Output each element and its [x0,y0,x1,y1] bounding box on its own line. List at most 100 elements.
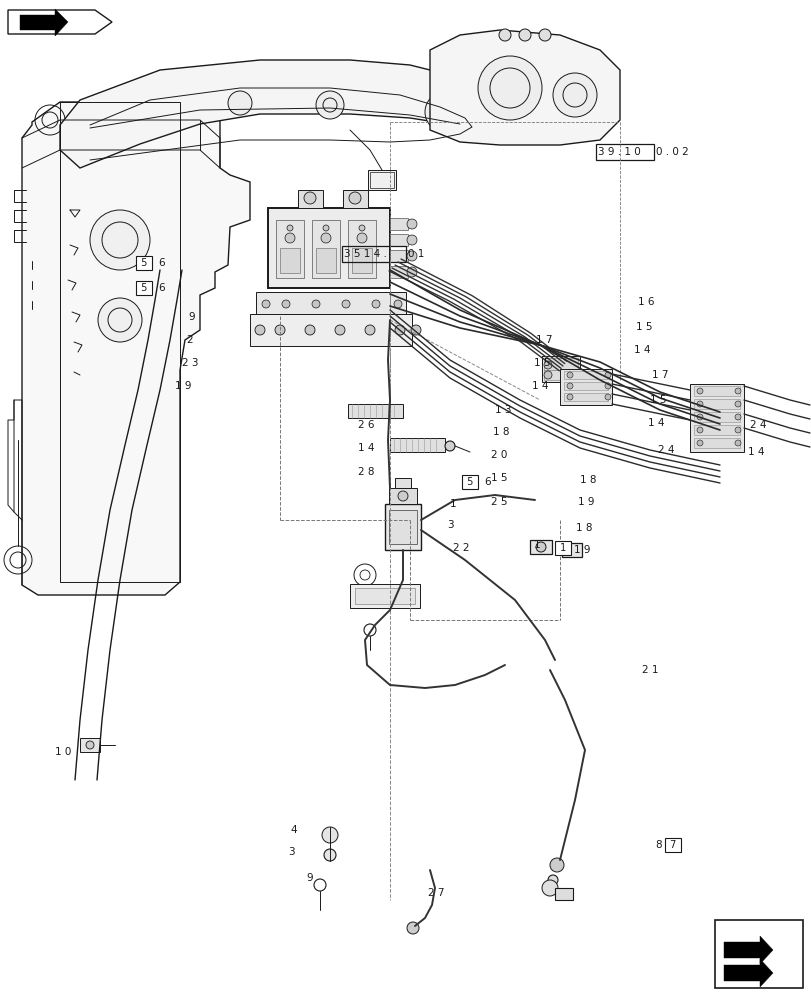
Bar [389,438,444,452]
Circle shape [406,219,417,229]
Text: 2 0: 2 0 [491,450,507,460]
Text: 6: 6 [483,477,490,487]
Circle shape [393,300,401,308]
Circle shape [696,401,702,407]
Text: 1 5: 1 5 [491,473,507,483]
Circle shape [98,298,142,342]
Text: 1 9: 1 9 [577,497,594,507]
Text: 2 6: 2 6 [358,420,374,430]
Bar [388,510,417,544]
Text: 5: 5 [463,477,476,487]
Bar [341,246,406,262]
Circle shape [335,325,345,335]
Bar [543,358,577,370]
Circle shape [406,267,417,277]
Text: 3 5 1 4 .: 3 5 1 4 . [344,249,386,259]
Text: 1 8: 1 8 [579,475,596,485]
Circle shape [303,192,315,204]
Circle shape [734,427,740,433]
Text: 2: 2 [186,335,192,345]
Circle shape [566,372,573,378]
Polygon shape [20,9,68,36]
Circle shape [696,427,702,433]
Circle shape [604,383,610,389]
Circle shape [549,858,564,872]
Bar [348,220,375,278]
Circle shape [371,300,380,308]
Circle shape [262,300,270,308]
Bar [384,504,420,550]
Text: 2 7: 2 7 [427,888,444,898]
Circle shape [518,29,530,41]
Text: 1 7: 1 7 [535,335,551,345]
Circle shape [569,371,577,379]
Bar [315,248,336,273]
Circle shape [696,440,702,446]
Text: 3 9 . 1 0: 3 9 . 1 0 [597,147,640,157]
Bar [388,488,417,504]
Circle shape [696,414,702,420]
Text: 2 8: 2 8 [358,467,374,477]
Bar [595,144,653,160]
Bar [350,584,419,608]
Text: 0 . 0 2: 0 . 0 2 [655,147,688,157]
Circle shape [543,361,551,369]
Text: 6: 6 [158,258,165,268]
Circle shape [365,325,375,335]
Text: 1 0: 1 0 [55,747,71,757]
Circle shape [734,401,740,407]
Circle shape [323,225,328,231]
Circle shape [305,325,315,335]
Circle shape [734,440,740,446]
Bar [342,190,367,208]
Bar [714,920,802,988]
Text: 1: 1 [556,543,569,553]
Text: 4: 4 [290,825,296,835]
Bar [541,356,579,382]
Text: 1 5: 1 5 [649,395,666,405]
Circle shape [604,394,610,400]
Circle shape [547,875,557,885]
Bar [564,371,607,379]
Text: 7: 7 [666,840,679,850]
Polygon shape [723,936,772,964]
Text: 1 5: 1 5 [635,322,652,332]
Bar [530,540,551,554]
Bar [280,248,299,273]
Text: 1 3: 1 3 [495,405,511,415]
Circle shape [478,56,541,120]
Text: 1 8: 1 8 [492,427,508,437]
Text: 1 9: 1 9 [573,545,590,555]
Text: 1: 1 [534,540,540,550]
Text: 9: 9 [188,312,195,322]
Text: 2 5: 2 5 [491,497,507,507]
Polygon shape [723,959,772,987]
Text: 1 5: 1 5 [534,358,550,368]
Circle shape [349,192,361,204]
Bar [693,425,739,435]
Bar [80,738,100,752]
Circle shape [285,233,294,243]
Text: 0 1: 0 1 [407,249,424,259]
Bar [564,393,607,401]
Bar [693,386,739,396]
Bar [250,314,411,346]
Circle shape [734,414,740,420]
Text: 5: 5 [138,283,150,293]
Text: 1 4: 1 4 [531,381,547,391]
Circle shape [539,29,551,41]
Circle shape [281,300,290,308]
Bar [311,220,340,278]
Circle shape [397,491,407,501]
Circle shape [255,325,264,335]
Text: 3: 3 [446,520,453,530]
Bar [298,190,323,208]
Circle shape [552,73,596,117]
Bar [693,412,739,422]
Bar [370,172,393,188]
Bar [689,384,743,452]
Circle shape [406,251,417,261]
Circle shape [286,225,293,231]
Circle shape [324,849,336,861]
Circle shape [228,91,251,115]
